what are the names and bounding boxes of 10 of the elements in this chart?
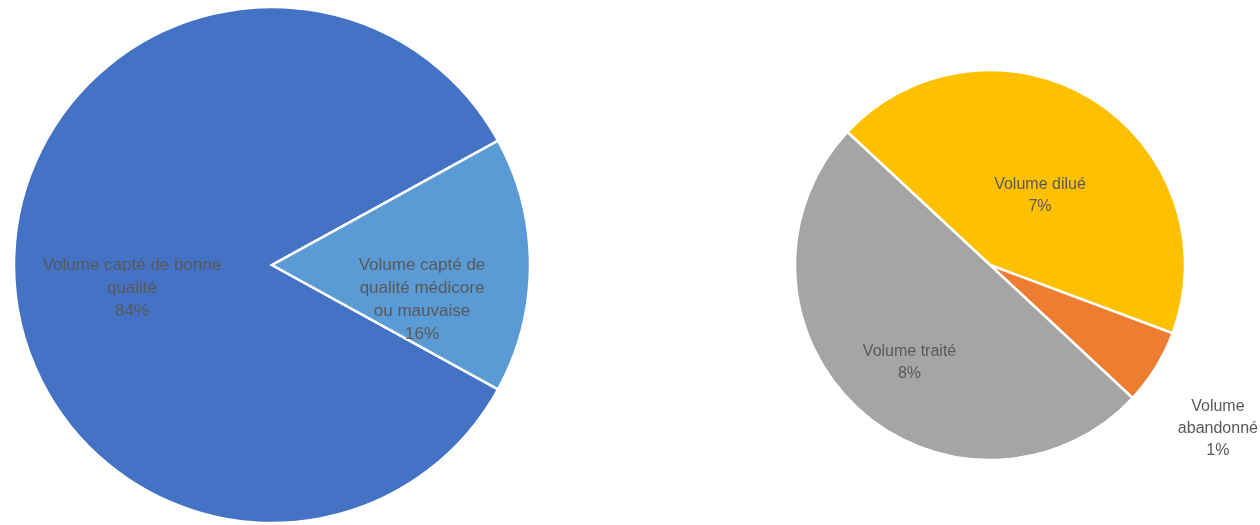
data-label: 1% — [1206, 441, 1230, 459]
slice-label: Volume capté de qualité médicore ou mauvaise — [358, 255, 486, 320]
data-label: 84% — [114, 301, 150, 320]
data-label: 8% — [897, 364, 922, 382]
slice-label: Volume abandonné — [1177, 397, 1259, 437]
slice-label: Volume dilué — [994, 175, 1086, 193]
data-label: 16% — [404, 324, 440, 343]
slice-label: Volume capté de bonne qualité — [42, 255, 222, 297]
data-label: 7% — [1028, 197, 1052, 215]
slice-label: Volume traité — [862, 342, 957, 360]
